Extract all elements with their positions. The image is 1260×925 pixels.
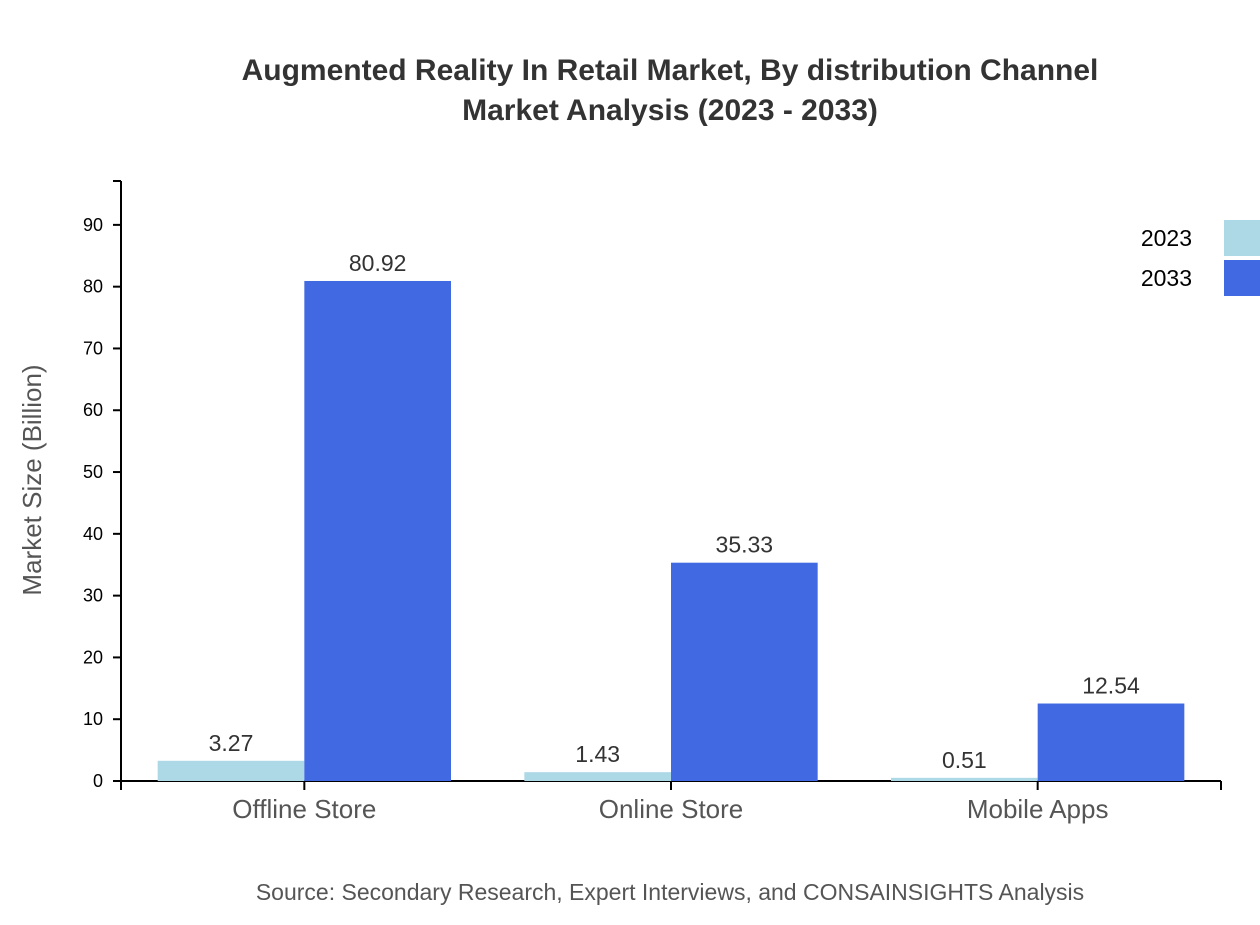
x-tick-label: Online Store (599, 794, 744, 824)
data-label: 0.51 (942, 747, 987, 773)
source-note: Source: Secondary Research, Expert Inter… (256, 879, 1084, 905)
legend-label-2033: 2033 (1141, 265, 1192, 291)
y-tick-label: 30 (83, 586, 103, 606)
y-tick-label: 90 (83, 215, 103, 235)
y-tick-label: 40 (83, 524, 103, 544)
chart-title-line-2: Market Analysis (2023 - 2033) (462, 94, 878, 127)
bar-2033-mobile-apps (1037, 703, 1185, 781)
y-axis-label: Market Size (Billion) (17, 364, 47, 595)
y-tick-label: 0 (93, 771, 103, 791)
data-label: 3.27 (209, 730, 254, 756)
legend-label-2023: 2023 (1141, 225, 1192, 251)
y-tick-label: 60 (83, 400, 103, 420)
bar-2023-mobile-apps (891, 777, 1038, 781)
chart-title-line-1: Augmented Reality In Retail Market, By d… (242, 54, 1099, 87)
bar-2033-offline-store (304, 280, 451, 781)
x-tick-label: Mobile Apps (967, 794, 1109, 824)
data-label: 12.54 (1082, 673, 1140, 699)
y-tick-label: 70 (83, 338, 103, 358)
y-tick-label: 10 (83, 709, 103, 729)
legend-swatch-2023 (1224, 220, 1260, 256)
data-label: 35.33 (716, 532, 774, 558)
bar-2023-offline-store (157, 760, 305, 781)
bar-2033-online-store (671, 562, 818, 781)
x-tick-label: Offline Store (232, 794, 376, 824)
data-label: 1.43 (575, 741, 620, 767)
bar-2023-online-store (524, 772, 671, 781)
y-tick-label: 20 (83, 647, 103, 667)
data-label: 80.92 (349, 250, 407, 276)
y-tick-label: 80 (83, 277, 103, 297)
y-tick-label: 50 (83, 462, 103, 482)
legend-swatch-2033 (1224, 260, 1260, 296)
